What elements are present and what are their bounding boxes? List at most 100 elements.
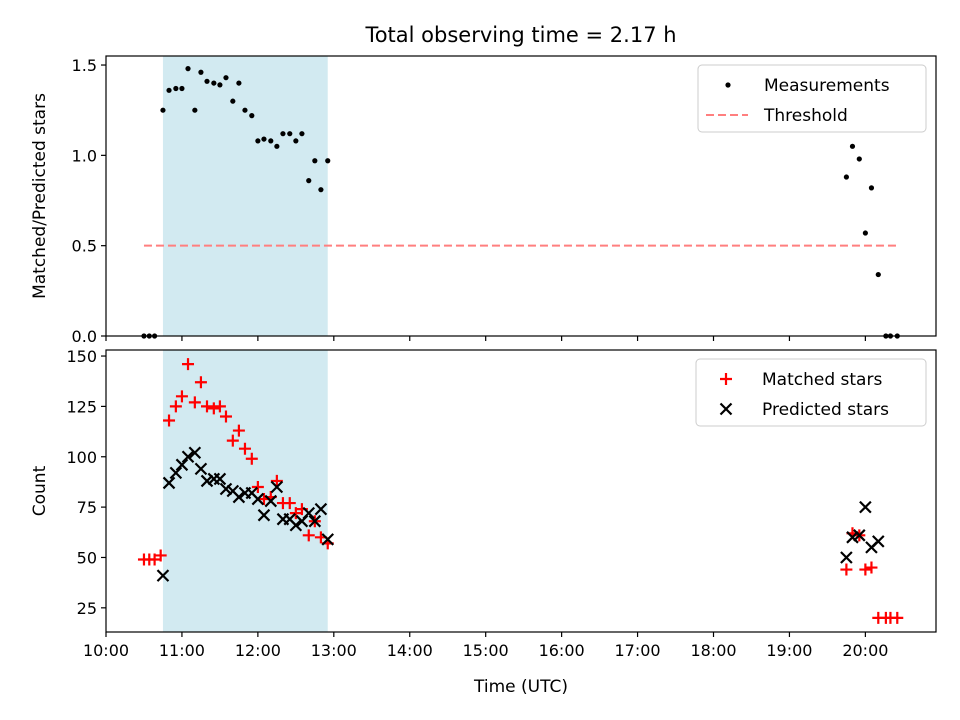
shaded-span	[162, 350, 328, 632]
legend-label: Matched stars	[762, 370, 882, 390]
matched-star-point	[207, 402, 220, 415]
y-tick-label: 1.0	[72, 146, 97, 165]
x-tick-label: 16:00	[539, 641, 585, 660]
x-axis-label: Time (UTC)	[473, 677, 568, 697]
measurement-point	[230, 98, 236, 104]
y-tick-label: 0.5	[72, 237, 97, 256]
measurement-point	[318, 187, 324, 193]
matched-star-point	[169, 400, 182, 413]
matched-star-point	[283, 497, 296, 510]
measurement-point	[868, 185, 875, 191]
measurement-point	[287, 131, 293, 137]
panel-top: 0.0 0.5 1.0 1.5 Matched/Predicted stars Measu…	[30, 55, 937, 346]
measurement-point	[843, 174, 849, 180]
measurement-point	[261, 136, 267, 142]
matched-star-point	[865, 561, 878, 574]
y-tick-label: 25	[77, 599, 97, 618]
matched-star-point	[219, 410, 232, 423]
measurement-point	[862, 230, 868, 236]
y-tick-label: 125	[66, 397, 97, 416]
measurement-point	[173, 85, 179, 92]
measurement-point	[293, 138, 299, 144]
plot-area	[141, 66, 900, 339]
y-tick-label: 75	[77, 498, 97, 517]
chart-title: Total observing time = 2.17 h	[364, 23, 676, 47]
x-tick-label: 11:00	[159, 641, 205, 660]
measurement-point	[192, 107, 198, 113]
measurement-point	[242, 107, 248, 113]
measurement-point	[198, 69, 204, 75]
matched-star-point	[238, 442, 251, 455]
y-tick-label: 50	[77, 548, 97, 567]
x-tick-label: 18:00	[690, 641, 736, 660]
y-tick-label: 150	[66, 347, 97, 366]
series-measurements	[141, 66, 900, 339]
matched-star-point	[245, 452, 258, 465]
x-tick-label: 15:00	[463, 641, 509, 660]
predicted-star-point	[314, 502, 328, 516]
measurement-point	[325, 158, 331, 164]
predicted-star-point	[213, 472, 227, 486]
matched-star-point	[148, 553, 161, 566]
predicted-star-point	[257, 508, 271, 522]
predicted-star-point	[872, 535, 885, 548]
measurement-point	[299, 131, 305, 137]
predicted-star-point	[162, 476, 176, 490]
matched-star-point	[226, 434, 239, 447]
x-tick-label: 12:00	[235, 641, 281, 660]
predicted-star-point	[859, 500, 872, 514]
predicted-star-point	[181, 450, 195, 464]
measurement-point	[875, 271, 881, 278]
axes-frame	[105, 55, 937, 337]
predicted-star-point	[232, 490, 246, 504]
measurement-point	[204, 78, 210, 84]
plot-area	[137, 358, 904, 624]
matched-star-point	[302, 529, 315, 542]
matched-star-point	[188, 396, 201, 409]
measurement-point	[274, 143, 280, 149]
predicted-star-point	[321, 533, 335, 546]
measurement-point	[185, 66, 191, 72]
shaded-span	[162, 56, 328, 336]
series-predicted-stars	[156, 446, 885, 582]
measurement-point	[312, 158, 318, 164]
series-matched-stars	[137, 358, 904, 624]
measurement-point	[249, 113, 255, 119]
measurement-point	[849, 143, 856, 149]
y-tick-label: 100	[66, 448, 97, 467]
measurement-point	[211, 80, 217, 86]
matched-star-point	[270, 474, 283, 487]
matched-star-point	[213, 400, 226, 413]
legend-matched-marker	[720, 373, 732, 385]
x-tick-label: 13:00	[311, 641, 357, 660]
legend-box	[695, 358, 927, 427]
predicted-star-point	[251, 492, 265, 506]
predicted-star-point	[853, 529, 866, 542]
measurement-point	[280, 131, 286, 137]
predicted-star-point	[194, 462, 208, 476]
legend-measurement-marker	[725, 82, 731, 88]
matched-star-point	[200, 400, 213, 413]
measurement-point	[255, 138, 261, 144]
measurement-point	[217, 82, 223, 88]
axes-frame	[105, 349, 937, 633]
legend-label: Threshold	[763, 106, 848, 126]
x-tick-label: 17:00	[615, 641, 661, 660]
predicted-star-point	[302, 506, 316, 520]
predicted-star-point	[188, 446, 202, 460]
y-axis-label: Matched/Predicted stars	[30, 93, 50, 299]
x-tick-label: 19:00	[766, 641, 812, 660]
matched-star-point	[182, 358, 195, 371]
legend: Matched stars Predicted stars	[695, 358, 927, 427]
legend-predicted-marker	[719, 402, 733, 416]
panel-bottom: 25 50 75 100 125 150 10:00 11:00 12:00 13:00 14:00…	[30, 347, 937, 697]
measurement-point	[166, 87, 172, 93]
legend-box	[697, 64, 927, 133]
y-axis-label: Count	[30, 465, 50, 516]
legend: Measurements Threshold	[697, 64, 927, 133]
matched-star-point	[163, 414, 176, 427]
y-tick-label: 1.5	[72, 56, 97, 75]
predicted-star-point	[175, 458, 189, 472]
predicted-star-point	[156, 569, 170, 582]
